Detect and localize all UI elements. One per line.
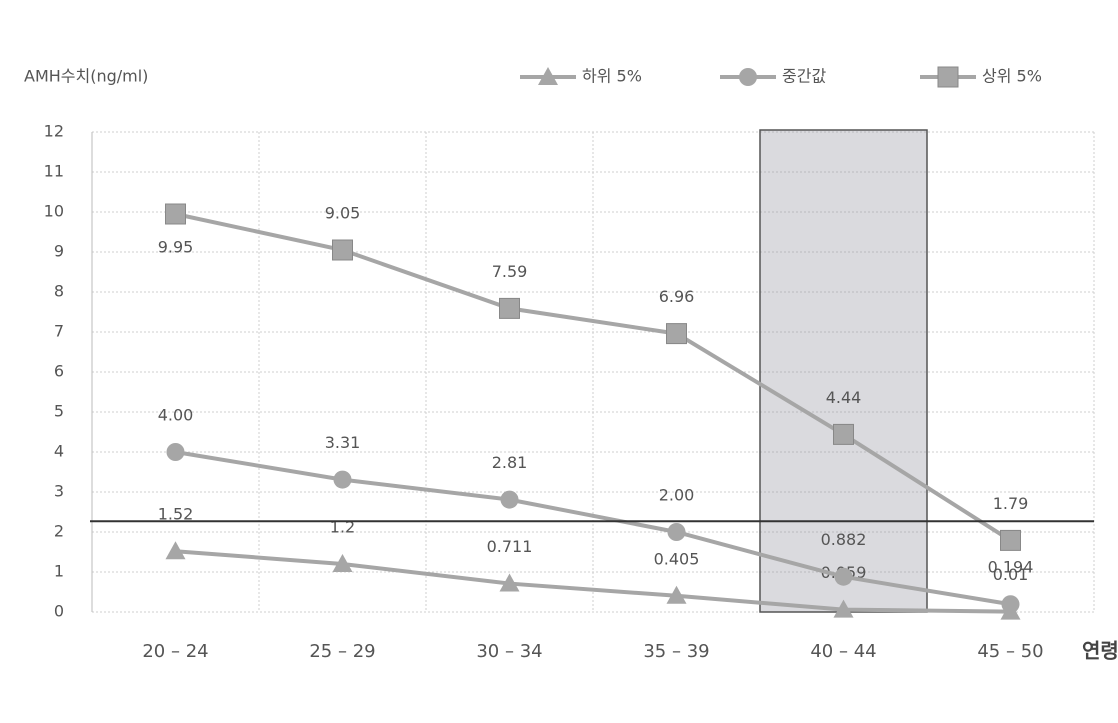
data-label: 0.882 bbox=[821, 530, 867, 549]
marker bbox=[739, 68, 757, 86]
x-tick-label: 40 – 44 bbox=[810, 641, 876, 662]
x-tick-label: 25 – 29 bbox=[309, 641, 375, 662]
series-line bbox=[175, 549, 1011, 614]
y-tick-label: 8 bbox=[54, 282, 64, 301]
marker bbox=[1001, 595, 1020, 614]
y-tick-label: 12 bbox=[44, 122, 64, 141]
marker bbox=[166, 443, 185, 461]
marker bbox=[165, 203, 186, 225]
marker bbox=[1000, 529, 1021, 551]
data-label: 3.31 bbox=[325, 433, 361, 452]
marker bbox=[937, 66, 959, 88]
data-label: 7.59 bbox=[492, 262, 528, 281]
y-tick-label: 4 bbox=[54, 442, 64, 461]
legend-label: 중간값 bbox=[782, 67, 826, 86]
y-tick-label: 2 bbox=[54, 522, 64, 541]
legend-label: 상위 5% bbox=[982, 67, 1042, 86]
marker bbox=[165, 541, 186, 560]
marker bbox=[666, 585, 687, 604]
data-label: 4.44 bbox=[826, 388, 862, 407]
marker bbox=[333, 470, 352, 489]
x-tick-label: 45 – 50 bbox=[977, 641, 1043, 662]
data-label: 1.79 bbox=[993, 494, 1029, 513]
y-tick-label: 7 bbox=[54, 322, 64, 341]
marker bbox=[667, 523, 686, 541]
marker bbox=[332, 239, 353, 261]
y-tick-label: 0 bbox=[54, 602, 64, 621]
data-label: 0.405 bbox=[654, 549, 700, 568]
y-tick-label: 9 bbox=[54, 242, 64, 261]
x-tick-label: 30 – 34 bbox=[476, 641, 542, 662]
marker bbox=[500, 490, 519, 509]
data-label: 0.194 bbox=[988, 558, 1034, 577]
marker bbox=[499, 573, 520, 592]
data-label: 9.05 bbox=[325, 204, 361, 223]
marker bbox=[666, 323, 687, 345]
y-tick-label: 6 bbox=[54, 362, 64, 381]
marker bbox=[834, 567, 853, 586]
data-label: 9.95 bbox=[158, 238, 194, 257]
x-axis-label: 연령 bbox=[1082, 639, 1118, 663]
series-line bbox=[175, 212, 1012, 543]
data-label: 6.96 bbox=[659, 287, 695, 306]
data-label: 0.711 bbox=[487, 537, 533, 556]
highlight-box bbox=[759, 129, 928, 613]
data-label: 1.2 bbox=[330, 518, 355, 537]
marker bbox=[499, 297, 520, 319]
data-label: 2.81 bbox=[492, 453, 528, 472]
data-label: 0.01 bbox=[993, 565, 1029, 584]
series-line bbox=[175, 450, 1011, 607]
y-tick-label: 1 bbox=[54, 562, 64, 581]
y-tick-label: 5 bbox=[54, 402, 64, 421]
data-label: 1.52 bbox=[158, 505, 194, 524]
data-label: 2.00 bbox=[659, 486, 695, 505]
y-tick-label: 10 bbox=[44, 202, 64, 221]
data-label: 4.00 bbox=[158, 406, 194, 425]
marker bbox=[833, 599, 854, 618]
marker bbox=[833, 423, 854, 445]
y-tick-label: 3 bbox=[54, 482, 64, 501]
y-tick-label: 11 bbox=[44, 162, 64, 181]
marker bbox=[538, 67, 558, 85]
marker bbox=[332, 554, 353, 572]
y-axis-label: AMH수치(ng/ml) bbox=[24, 67, 148, 86]
x-tick-label: 35 – 39 bbox=[643, 641, 709, 662]
legend-label: 하위 5% bbox=[582, 67, 642, 86]
x-tick-label: 20 – 24 bbox=[142, 641, 208, 662]
